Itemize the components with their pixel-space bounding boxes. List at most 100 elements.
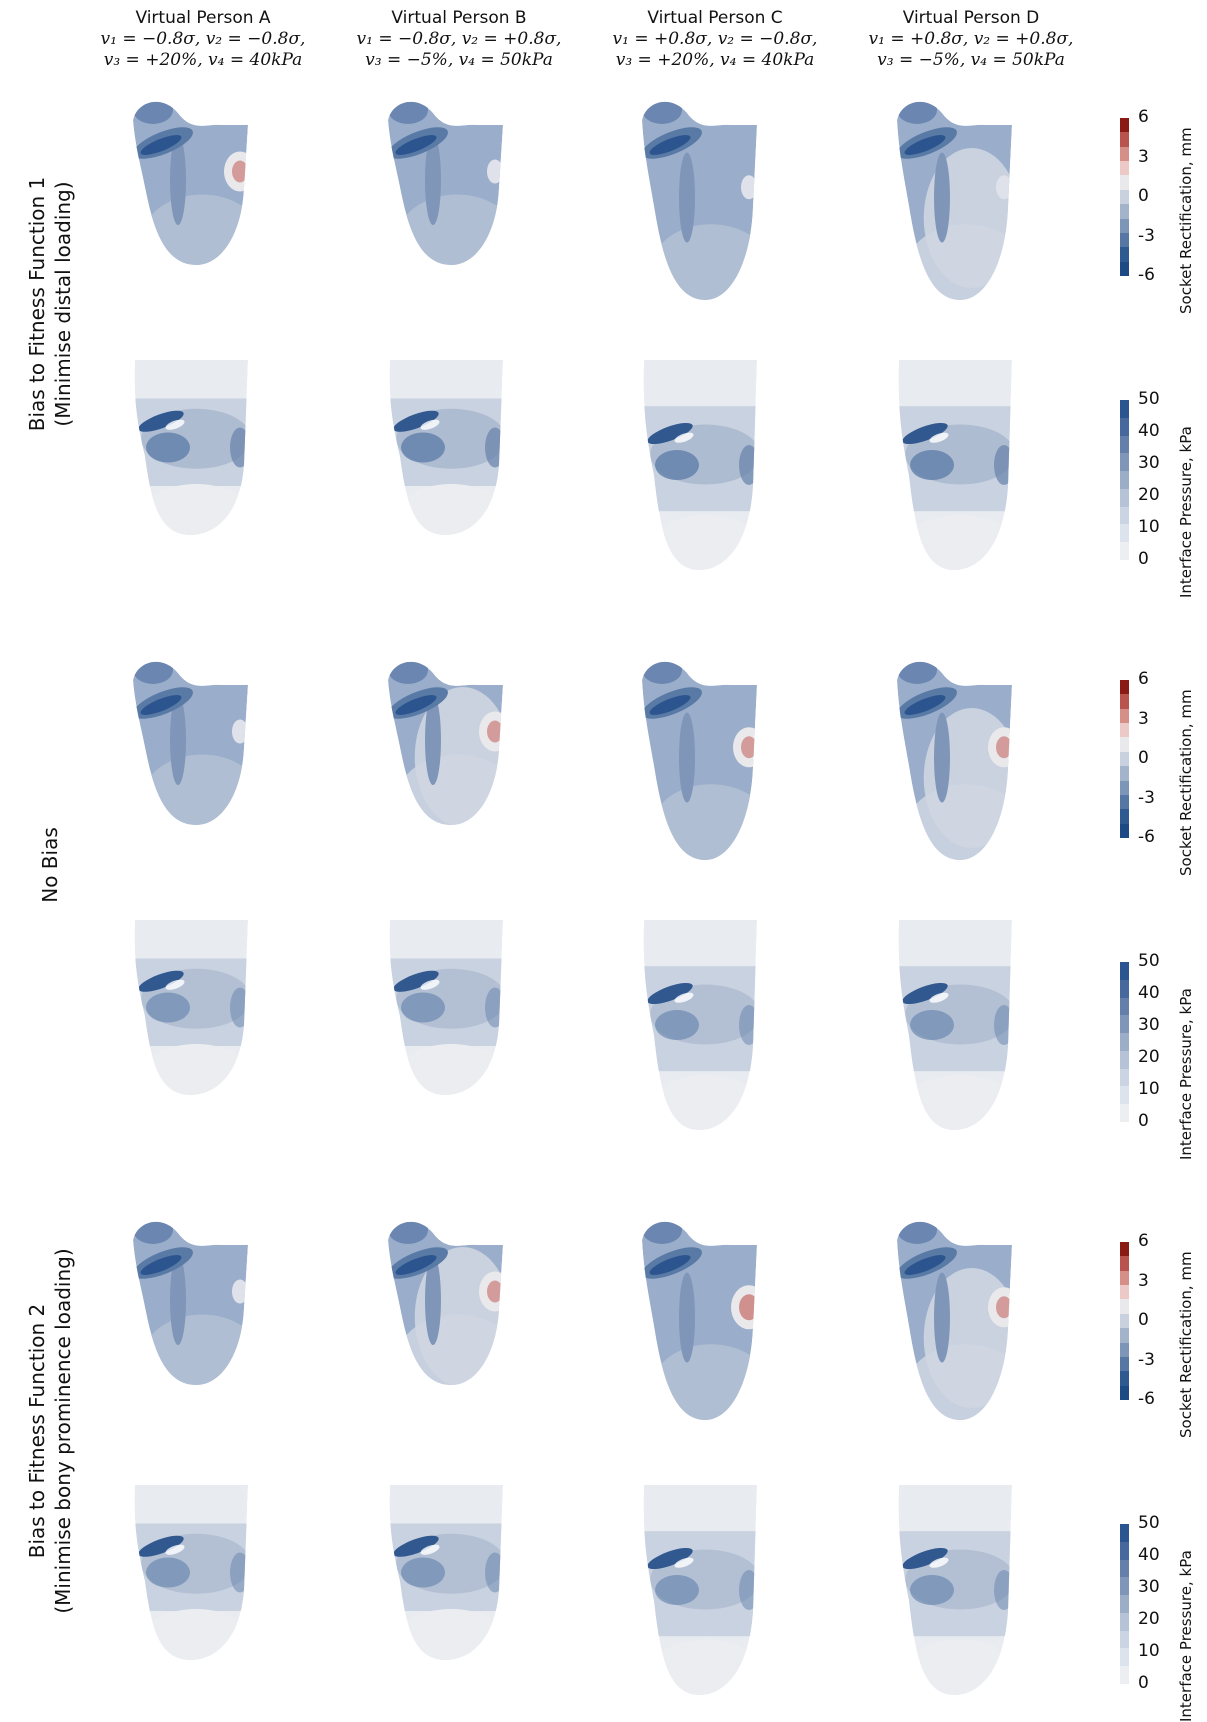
rectification-plot — [897, 661, 1012, 860]
pressure-plot — [134, 360, 248, 535]
colorbar-tick-label: 0 — [1138, 1673, 1149, 1693]
colorbar-segment — [1120, 506, 1129, 525]
colorbar-segment — [1120, 247, 1129, 263]
column-header-c: Virtual Person C v₁ = +0.8σ, v₂ = −0.8σ,… — [587, 8, 843, 71]
colorbar-segment — [1120, 1524, 1129, 1543]
column-params-line1: v₁ = +0.8σ, v₂ = +0.8σ, — [868, 29, 1074, 49]
rectification-plot — [642, 1221, 757, 1420]
pressure-plot — [134, 1485, 248, 1660]
colorbar-tick-label: 0 — [1138, 549, 1149, 569]
colorbar-tick-label: -3 — [1138, 1349, 1155, 1370]
rectification-plot — [897, 101, 1012, 300]
rectification-plot — [642, 101, 757, 300]
colorbar-segment — [1120, 132, 1129, 148]
colorbar-segment — [1120, 118, 1129, 133]
colorbar-title: Interface Pressure, kPa — [1177, 988, 1195, 1160]
rectification-plot — [897, 1221, 1012, 1420]
colorbar-segment — [1120, 979, 1129, 999]
colorbar-segment — [1120, 1285, 1129, 1300]
colorbar-segment — [1120, 1068, 1129, 1087]
rectification-plot — [388, 101, 503, 265]
colorbar-segment — [1120, 680, 1129, 695]
colorbar-segment — [1120, 962, 1129, 981]
colorbar-segment — [1120, 161, 1129, 176]
colorbar-segment — [1120, 694, 1129, 710]
colorbar-tick-label: -6 — [1138, 827, 1155, 847]
colorbar-segment — [1120, 1356, 1129, 1372]
colorbar-segment — [1120, 1299, 1129, 1315]
colorbar-tick-label: 20 — [1138, 485, 1160, 505]
colorbar-segment — [1120, 1577, 1129, 1596]
column-title: Virtual Person B — [391, 8, 527, 28]
colorbar-tick-label: 10 — [1138, 1641, 1160, 1661]
colorbar-segment — [1120, 1595, 1129, 1614]
column-params-line2: v₃ = +20%, v₄ = 40kPa — [615, 50, 815, 70]
colorbar-segment — [1120, 453, 1129, 472]
colorbar-tick-label: 30 — [1138, 1015, 1160, 1035]
colorbar-segment — [1120, 189, 1129, 205]
colorbar-segment — [1120, 524, 1129, 543]
colorbar-segment — [1120, 1270, 1129, 1286]
colorbar-tick-label: 3 — [1138, 708, 1149, 729]
colorbar-title: Socket Rectification, mm — [1177, 1251, 1195, 1438]
colorbar-tick-label: 20 — [1138, 1609, 1160, 1629]
colorbar-title: Interface Pressure, kPa — [1177, 426, 1195, 598]
rectification-plot — [642, 661, 757, 860]
colorbar-segment — [1120, 400, 1129, 419]
colorbar-segment — [1120, 1015, 1129, 1034]
colorbar-segment — [1120, 766, 1129, 782]
rectification-plot — [133, 661, 248, 825]
column-params-line2: v₃ = −5%, v₄ = 50kPa — [877, 50, 1065, 70]
colorbar-tick-label: 30 — [1138, 1577, 1160, 1597]
colorbar-tick-label: 40 — [1138, 421, 1160, 441]
pressure-plot — [134, 920, 248, 1095]
colorbar-segment — [1120, 823, 1129, 839]
colorbar-segment — [1120, 737, 1129, 753]
colorbar-tick-label: 6 — [1138, 669, 1149, 689]
pressure-plot — [898, 360, 1012, 570]
pressure-plot — [389, 360, 503, 535]
colorbar-segment — [1120, 175, 1129, 191]
colorbar-segment — [1120, 417, 1129, 437]
colorbar-tick-label: 50 — [1138, 389, 1160, 409]
colorbar-tick-label: -3 — [1138, 225, 1155, 246]
column-title: Virtual Person C — [647, 8, 783, 28]
colorbar-segment — [1120, 488, 1129, 508]
colorbar-tick-label: 0 — [1138, 1310, 1149, 1330]
colorbar-title: Socket Rectification, mm — [1177, 689, 1195, 876]
colorbar-segment — [1120, 261, 1129, 277]
colorbar-segment — [1120, 1050, 1129, 1070]
colorbar-segment — [1120, 1242, 1129, 1257]
pressure-plot — [389, 920, 503, 1095]
colorbar-segment — [1120, 1630, 1129, 1649]
colorbar-tick-label: 0 — [1138, 186, 1149, 206]
colorbar-segment — [1120, 1328, 1129, 1344]
colorbar-segment — [1120, 708, 1129, 724]
colorbar-tick-label: 6 — [1138, 107, 1149, 127]
column-header-b: Virtual Person B v₁ = −0.8σ, v₂ = +0.8σ,… — [331, 8, 587, 71]
colorbar-segment — [1120, 232, 1129, 248]
colorbar-tick-label: 0 — [1138, 1111, 1149, 1131]
colorbar-segment — [1120, 471, 1129, 490]
colorbar-segment — [1120, 997, 1129, 1016]
colorbar-segment — [1120, 435, 1129, 454]
colorbar-segment — [1120, 1371, 1129, 1387]
pressure-plot — [643, 920, 757, 1130]
colorbar-tick-label: 6 — [1138, 1231, 1149, 1251]
colorbar-segment — [1120, 780, 1129, 796]
colorbar-segment — [1120, 1559, 1129, 1578]
rectification-plot — [388, 661, 503, 825]
column-header-a: Virtual Person A v₁ = −0.8σ, v₂ = −0.8σ,… — [75, 8, 331, 71]
colorbar-segment — [1120, 794, 1129, 810]
colorbar-segment — [1120, 1256, 1129, 1272]
pressure-plot — [898, 920, 1012, 1130]
pressure-plot — [643, 360, 757, 570]
colorbar-tick-label: 0 — [1138, 748, 1149, 768]
colorbar-segment — [1120, 1648, 1129, 1667]
rectification-plot — [133, 1221, 248, 1385]
colorbar-segment — [1120, 542, 1129, 561]
column-title: Virtual Person D — [902, 8, 1040, 28]
colorbar-tick-label: 3 — [1138, 146, 1149, 167]
colorbar-segment — [1120, 809, 1129, 825]
